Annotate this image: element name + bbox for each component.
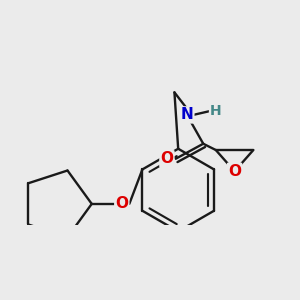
Text: O: O: [228, 164, 241, 179]
Text: O: O: [160, 151, 173, 166]
Text: O: O: [115, 196, 128, 211]
Text: N: N: [181, 107, 193, 122]
Text: H: H: [210, 104, 222, 118]
